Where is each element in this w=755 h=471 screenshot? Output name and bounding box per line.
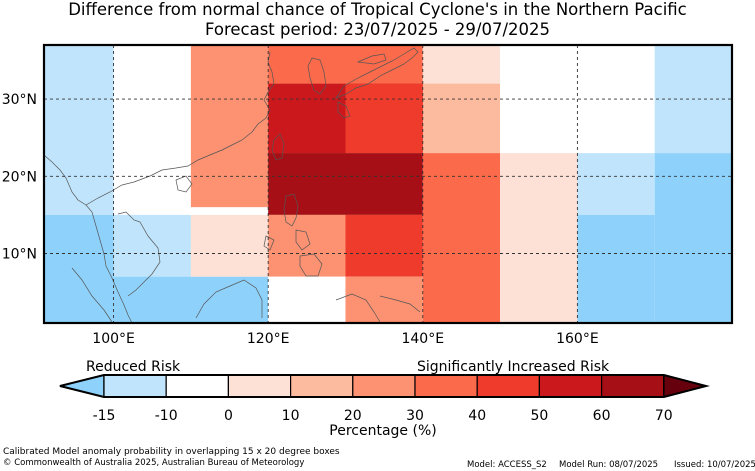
legend-tick-label: -15 — [93, 408, 116, 424]
legend-swatch — [476, 374, 541, 398]
graticule — [44, 45, 732, 323]
map-frame — [42, 43, 734, 325]
lon-tick-label: 100°E — [92, 331, 135, 347]
model-name: Model: ACCESS_S2 — [467, 460, 547, 470]
risk-cell — [577, 153, 655, 215]
lon-tick-label: 140°E — [401, 331, 444, 347]
legend-swatch — [103, 374, 167, 398]
legend-swatch — [352, 374, 416, 398]
axis-tick-labels: 100°E 120°E 140°E 160°E 30°N 20°N 10°N — [2, 92, 599, 347]
legend-tick-label: 0 — [224, 408, 233, 424]
legend-swatch — [165, 374, 229, 398]
legend-swatch — [414, 374, 478, 398]
legend-min-arrow — [59, 374, 105, 398]
risk-cell — [345, 45, 423, 84]
risk-cell — [268, 276, 346, 323]
risk-cell — [422, 153, 501, 323]
legend-swatch — [227, 374, 292, 398]
legend-swatch — [290, 374, 354, 398]
risk-cell — [577, 214, 655, 323]
legend-tick-label: 10 — [282, 408, 300, 424]
risk-cell — [113, 276, 269, 323]
legend-outline — [59, 374, 710, 398]
map-title: Difference from normal chance of Tropica… — [68, 0, 687, 19]
legend-colorbar — [59, 374, 710, 398]
legend-tick-label: 60 — [593, 408, 611, 424]
model-run-date: Model Run: 08/07/2025 — [559, 460, 659, 470]
risk-cell — [113, 45, 191, 215]
legend-axis-label: Percentage (%) — [329, 423, 436, 439]
risk-cell — [44, 45, 114, 215]
risk-cell — [190, 45, 269, 208]
risk-cell — [268, 45, 346, 84]
legend-tick-label: 40 — [468, 408, 486, 424]
lon-tick-label: 160°E — [556, 331, 599, 347]
legend-reduced-risk-label: Reduced Risk — [86, 359, 181, 375]
lat-tick-label: 30°N — [2, 92, 37, 108]
legend-swatch — [538, 374, 603, 398]
issued-date: Issued: 10/07/2025 — [674, 460, 755, 470]
legend-tick-label: 30 — [406, 408, 424, 424]
lon-tick-label: 120°E — [247, 331, 290, 347]
lat-tick-label: 20°N — [2, 169, 37, 185]
risk-cell — [268, 214, 346, 277]
risk-cell — [113, 214, 191, 277]
risk-cell — [345, 83, 423, 154]
legend-increased-risk-label: Significantly Increased Risk — [417, 359, 610, 375]
risk-cell — [422, 45, 501, 84]
legend-tick-label: 50 — [530, 408, 548, 424]
forecast-period-subtitle: Forecast period: 23/07/2025 - 29/07/2025 — [204, 20, 551, 39]
legend-tick-label: 20 — [344, 408, 362, 424]
risk-cell — [44, 214, 114, 323]
method-note: Calibrated Model anomaly probability in … — [3, 447, 340, 457]
lat-tick-label: 10°N — [2, 247, 37, 263]
legend-tick-label: -10 — [155, 408, 178, 424]
risk-cell — [345, 276, 423, 323]
risk-cell — [190, 214, 269, 277]
risk-cell — [422, 83, 501, 154]
risk-cell — [345, 214, 423, 277]
risk-cell — [654, 153, 732, 323]
legend-max-arrow — [663, 374, 709, 398]
legend-tick-label: 70 — [655, 408, 673, 424]
legend-swatch — [600, 374, 665, 398]
risk-cell — [268, 153, 423, 215]
copyright-text: © Commonwealth of Australia 2025, Austra… — [3, 458, 305, 468]
risk-cells — [44, 45, 732, 323]
risk-cell — [500, 153, 578, 323]
